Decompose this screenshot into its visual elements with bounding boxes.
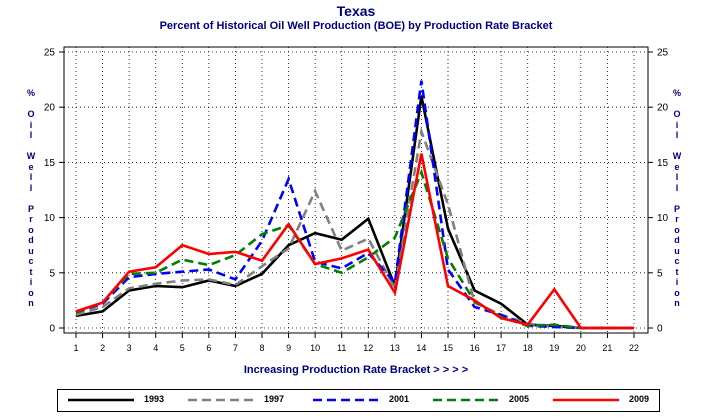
x-tick-label: 15 — [443, 343, 453, 353]
y-axis-label-right: % O i l W e l l P r o d u c t i o n — [672, 88, 682, 308]
series-line-2001 — [75, 80, 634, 330]
y-tick-label-left: 25 — [44, 48, 56, 59]
x-tick-label: 1 — [73, 343, 78, 353]
legend-label: 2005 — [509, 394, 530, 404]
y-tick-label-left: 10 — [44, 213, 56, 224]
x-tick-label: 7 — [233, 343, 238, 353]
x-tick-label: 22 — [629, 343, 639, 353]
legend-swatch — [313, 398, 379, 402]
legend-label: 1993 — [144, 394, 165, 404]
legend-label: 2001 — [389, 394, 410, 404]
y-tick-label-right: 5 — [657, 268, 663, 279]
y-tick-label-right: 15 — [657, 158, 669, 169]
x-tick-label: 12 — [363, 343, 373, 353]
x-tick-label: 17 — [496, 343, 506, 353]
y-tick-label-left: 5 — [49, 268, 55, 279]
y-axis-label-left: % O i l W e l l P r o d u c t i o n — [26, 88, 36, 308]
x-tick-label: 4 — [153, 343, 158, 353]
y-tick-label-right: 0 — [657, 324, 663, 335]
legend: 1993 1997 2001 2005 2009 — [57, 389, 660, 412]
x-tick-label: 14 — [416, 343, 426, 353]
x-tick-label: 5 — [180, 343, 185, 353]
x-tick-label: 13 — [390, 343, 400, 353]
legend-label: 1997 — [264, 394, 285, 404]
x-axis-label: Increasing Production Rate Bracket > > >… — [243, 364, 469, 376]
chart-title: Texas — [336, 3, 376, 19]
legend-swatch — [188, 398, 254, 402]
plot-frame — [63, 46, 649, 334]
y-tick-label-left: 15 — [44, 158, 56, 169]
series-line-2009 — [75, 153, 634, 330]
x-tick-label: 10 — [310, 343, 320, 353]
y-tick-label-right: 10 — [657, 213, 669, 224]
chart-subtitle: Percent of Historical Oil Well Productio… — [159, 20, 553, 32]
y-tick-label-right: 20 — [657, 103, 669, 114]
x-tick-label: 3 — [127, 343, 132, 353]
x-tick-label: 2 — [100, 343, 105, 353]
series-line-2005 — [75, 168, 634, 330]
legend-swatch — [433, 398, 499, 402]
x-tick-label: 6 — [206, 343, 211, 353]
x-tick-label: 8 — [259, 343, 264, 353]
legend-swatch — [553, 398, 619, 402]
x-tick-label: 9 — [286, 343, 291, 353]
y-tick-label-left: 0 — [49, 324, 55, 335]
x-tick-label: 11 — [337, 343, 346, 353]
legend-label: 2009 — [629, 394, 650, 404]
x-tick-label: 19 — [549, 343, 559, 353]
y-tick-label-left: 20 — [44, 103, 56, 114]
x-tick-label: 18 — [523, 343, 533, 353]
x-tick-label: 16 — [470, 343, 480, 353]
y-tick-label-right: 25 — [657, 48, 669, 59]
legend-swatch — [68, 398, 134, 402]
x-tick-label: 21 — [602, 343, 612, 353]
x-tick-label: 20 — [576, 343, 586, 353]
